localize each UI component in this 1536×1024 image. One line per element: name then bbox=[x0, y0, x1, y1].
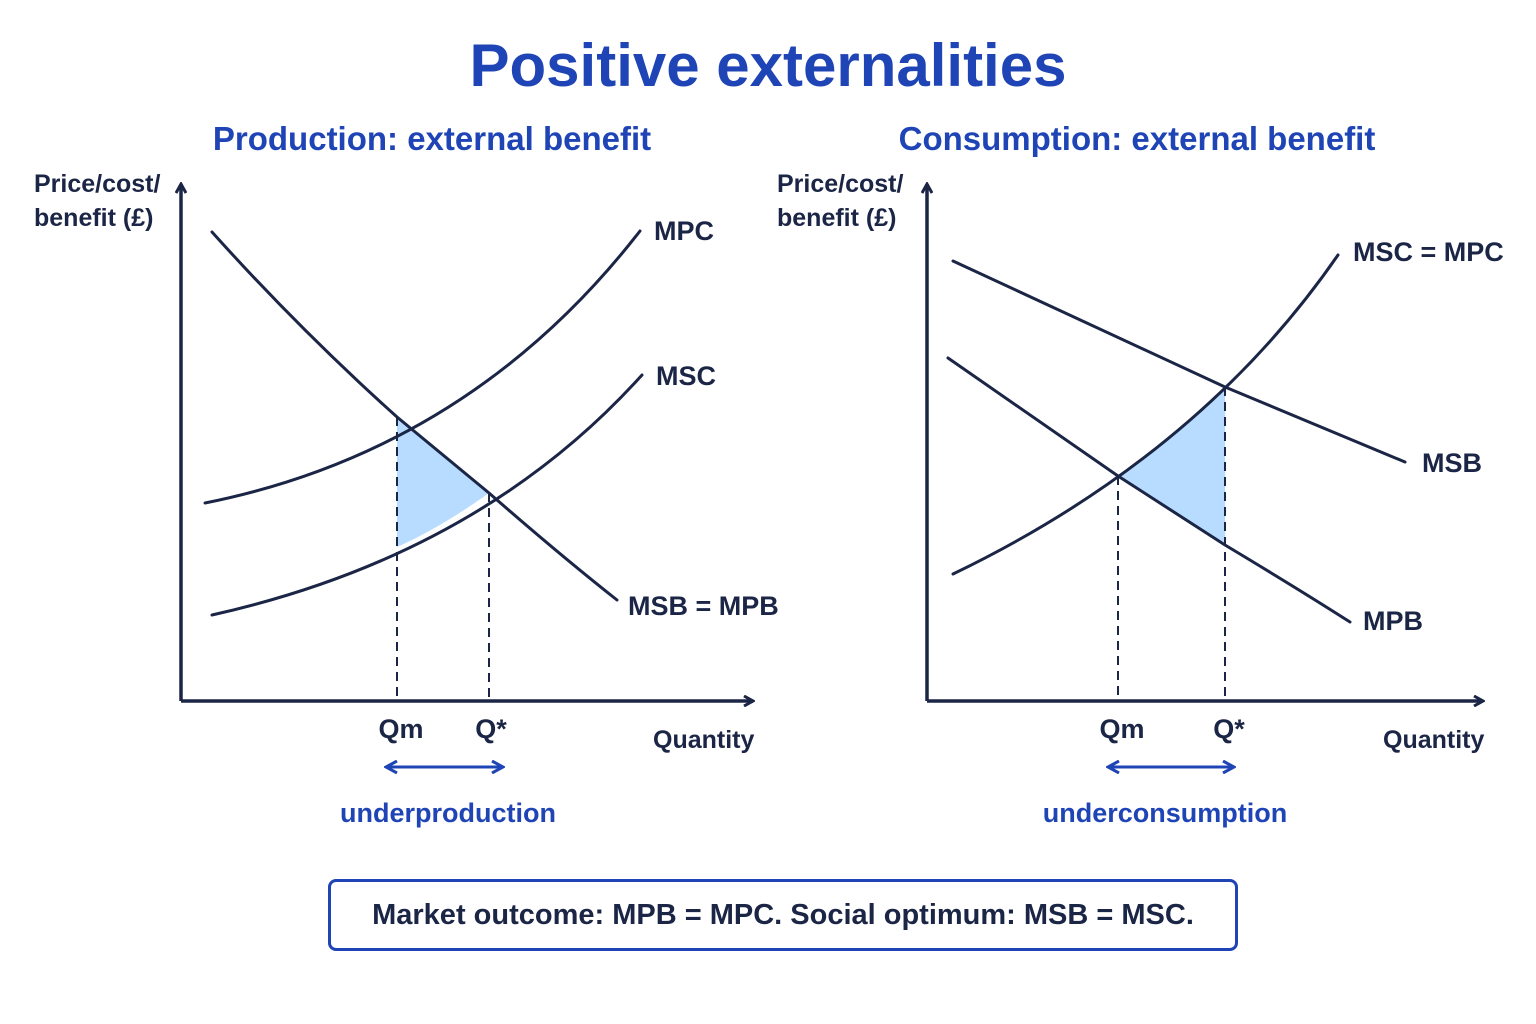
consumption-mpb-label: MPB bbox=[1363, 606, 1423, 636]
consumption-panel: Consumption: external benefit Price/cost… bbox=[777, 120, 1504, 828]
production-y-axis-label-line2: benefit (£) bbox=[34, 204, 153, 232]
consumption-x-axis-label: Quantity bbox=[1383, 726, 1484, 754]
production-msb-curve bbox=[210, 230, 619, 602]
production-mpc-label: MPC bbox=[654, 216, 714, 246]
production-mpc-curve bbox=[203, 229, 642, 505]
production-panel: Production: external benefit Price/cost/… bbox=[34, 120, 779, 828]
production-qstar-label: Q* bbox=[475, 714, 507, 744]
production-panel-title: Production: external benefit bbox=[213, 120, 651, 157]
production-x-axis-label: Quantity bbox=[653, 726, 754, 754]
summary-note: Market outcome: MPB = MPC. Social optimu… bbox=[328, 879, 1238, 951]
consumption-msb-label: MSB bbox=[1422, 448, 1482, 478]
consumption-panel-title: Consumption: external benefit bbox=[899, 120, 1376, 157]
production-shaded-area bbox=[397, 417, 489, 547]
production-gap-label: underproduction bbox=[340, 798, 556, 828]
consumption-y-axis-label-line2: benefit (£) bbox=[777, 204, 896, 232]
consumption-qm-label: Qm bbox=[1099, 714, 1144, 744]
consumption-qstar-label: Q* bbox=[1213, 714, 1245, 744]
consumption-msc-label: MSC = MPC bbox=[1353, 237, 1504, 267]
production-y-axis-label-line1: Price/cost/ bbox=[34, 170, 161, 198]
production-msc-curve bbox=[210, 373, 644, 617]
main-title: Positive externalities bbox=[470, 32, 1067, 99]
consumption-msc-curve bbox=[951, 253, 1340, 576]
production-qm-label: Qm bbox=[378, 714, 423, 744]
summary-note-text: Market outcome: MPB = MPC. Social optimu… bbox=[372, 898, 1194, 931]
consumption-shaded-area bbox=[1118, 387, 1225, 545]
consumption-y-axis-label-line1: Price/cost/ bbox=[777, 170, 904, 198]
consumption-gap-label: underconsumption bbox=[1043, 798, 1288, 828]
production-msc-label: MSC bbox=[656, 361, 716, 391]
production-msb-label: MSB = MPB bbox=[628, 591, 779, 621]
